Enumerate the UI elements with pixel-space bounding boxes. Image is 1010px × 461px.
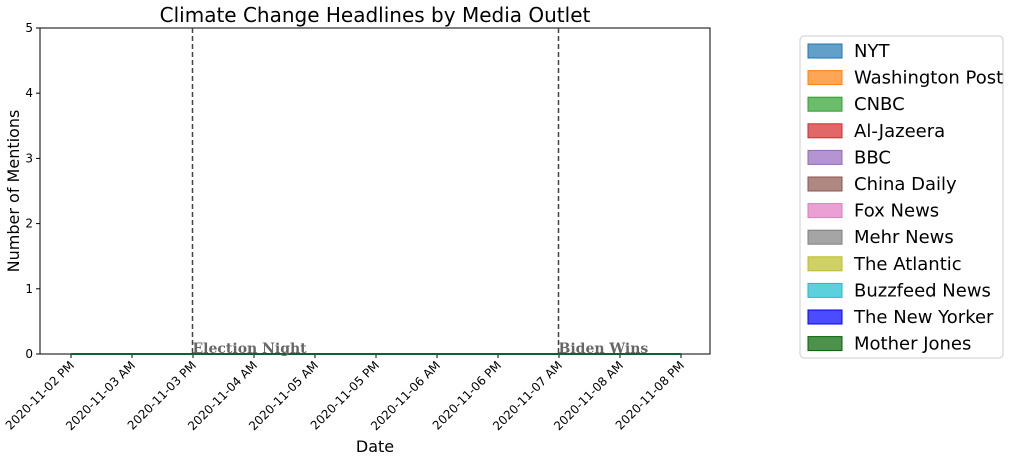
legend-label: Washington Post <box>854 68 1003 89</box>
legend: NYT Washington Post CNBC Al-Jazeera BBC China… <box>799 35 1004 359</box>
annotation-label: Election Night <box>193 341 308 357</box>
legend-label: Mehr News <box>854 227 954 248</box>
legend-swatch <box>807 203 843 219</box>
chart-title: Climate Change Headlines by Media Outlet <box>160 3 591 27</box>
legend-label: CNBC <box>854 94 905 115</box>
y-tick-label: 4 <box>25 86 33 100</box>
legend-swatch <box>807 309 843 325</box>
legend-label: The Atlantic <box>853 254 962 275</box>
y-axis-label: Number of Mentions <box>4 110 23 273</box>
y-tick-label: 3 <box>25 151 33 165</box>
legend-swatch <box>807 256 843 272</box>
annotation-label: Biden Wins <box>559 341 649 357</box>
plot-frame <box>39 27 711 355</box>
y-tick-label: 5 <box>25 21 33 35</box>
legend-label: BBC <box>854 147 891 168</box>
y-tick-label: 0 <box>25 347 33 361</box>
legend-label: NYT <box>854 41 890 62</box>
y-tick-label: 2 <box>25 217 33 231</box>
legend-label: Mother Jones <box>854 334 971 355</box>
legend-swatch <box>807 149 843 165</box>
x-axis-label: Date <box>356 437 394 456</box>
legend-swatch <box>807 282 843 298</box>
legend-label: Fox News <box>854 201 939 222</box>
legend-swatch <box>807 70 843 86</box>
y-tick-label: 1 <box>25 282 33 296</box>
legend-swatch <box>807 229 843 245</box>
legend-swatch <box>807 96 843 112</box>
legend-swatch <box>807 176 843 192</box>
legend-label: The New Yorker <box>853 307 994 328</box>
legend-label: Buzzfeed News <box>854 280 991 301</box>
legend-swatch <box>807 43 843 59</box>
legend-swatch <box>807 336 843 352</box>
legend-label: China Daily <box>854 174 957 195</box>
legend-box <box>799 35 1004 359</box>
legend-swatch <box>807 123 843 139</box>
legend-label: Al-Jazeera <box>854 121 945 142</box>
